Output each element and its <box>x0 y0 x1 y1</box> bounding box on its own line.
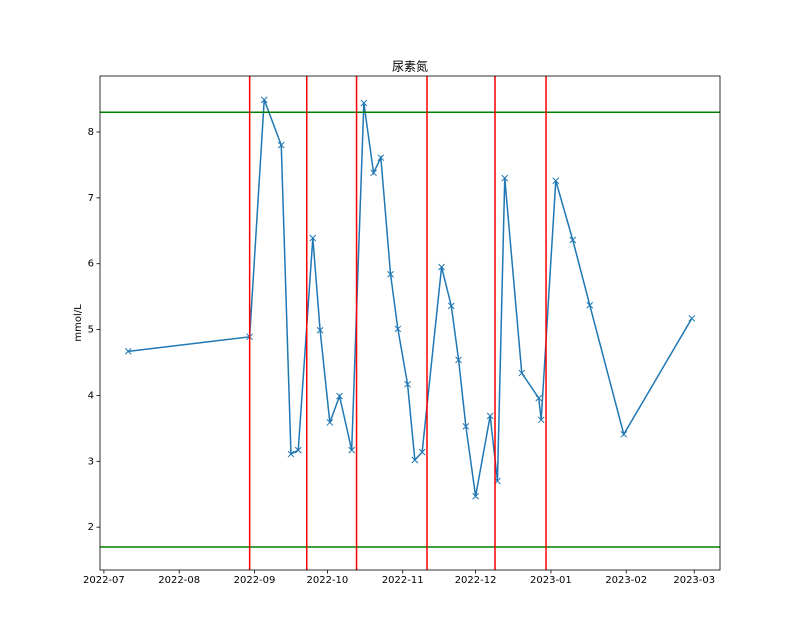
y-axis-label: mmol/L <box>73 304 84 342</box>
data-point <box>294 446 302 454</box>
x-tick-label: 2022-12 <box>455 575 497 586</box>
data-point <box>411 456 419 464</box>
data-point <box>260 96 268 104</box>
y-tick-label: 2 <box>88 522 94 533</box>
data-point <box>370 169 377 177</box>
data-point <box>486 412 494 420</box>
data-point <box>316 326 324 334</box>
x-tick-label: 2022-10 <box>306 575 348 586</box>
data-point <box>462 423 470 430</box>
x-tick-label: 2023-01 <box>530 575 572 586</box>
x-tick-label: 2022-07 <box>83 575 125 586</box>
data-point <box>394 325 402 333</box>
data-point <box>377 154 385 162</box>
data-point <box>348 446 356 454</box>
data-point <box>518 369 526 377</box>
data-point <box>472 492 479 500</box>
data-point <box>336 392 343 400</box>
data-point <box>552 177 560 185</box>
x-tick-label: 2022-09 <box>234 575 276 586</box>
data-point <box>438 263 445 271</box>
data-point <box>688 315 696 322</box>
y-tick-label: 8 <box>88 127 94 138</box>
data-point <box>586 301 594 309</box>
x-tick-label: 2022-11 <box>382 575 424 586</box>
y-tick-label: 7 <box>88 193 94 204</box>
data-point <box>447 302 455 310</box>
y-tick-label: 6 <box>88 259 94 270</box>
x-tick-label: 2023-02 <box>605 575 647 586</box>
x-tick-label: 2022-08 <box>158 575 200 586</box>
data-point <box>124 347 132 355</box>
data-point <box>387 270 394 278</box>
data-point <box>326 419 334 426</box>
data-point <box>309 234 317 242</box>
data-point <box>287 450 295 458</box>
data-point <box>418 448 426 456</box>
data-point <box>455 356 462 364</box>
data-point <box>537 416 545 424</box>
data-point <box>535 394 543 402</box>
data-point <box>620 430 628 438</box>
data-point <box>404 380 411 388</box>
data-point <box>501 174 509 182</box>
plot-frame <box>99 75 721 571</box>
data-point <box>360 99 368 107</box>
x-tick-label: 2023-03 <box>673 575 715 586</box>
y-tick-label: 5 <box>88 325 94 336</box>
chart-title: 尿素氮 <box>392 59 428 74</box>
y-tick-label: 4 <box>88 390 94 401</box>
data-point <box>277 141 285 149</box>
data-point <box>569 236 577 244</box>
y-tick-label: 3 <box>88 456 94 467</box>
